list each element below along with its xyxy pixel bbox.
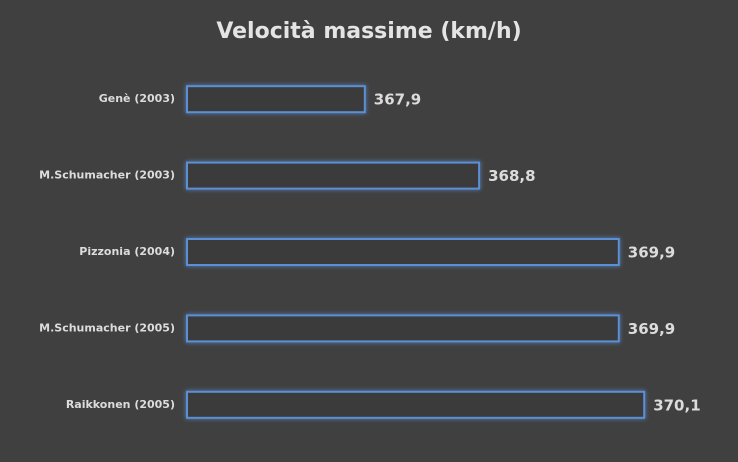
value-label: 369,9 — [628, 320, 675, 338]
value-label: 367,9 — [374, 91, 421, 109]
bar — [186, 314, 620, 343]
y-tick-label: M.Schumacher (2005) — [39, 321, 175, 334]
y-tick-label: Genè (2003) — [99, 92, 175, 105]
y-tick-label: Raikkonen (2005) — [66, 398, 175, 411]
value-label: 370,1 — [653, 396, 700, 414]
bar — [186, 390, 646, 419]
bar — [186, 85, 366, 114]
y-tick-label: M.Schumacher (2003) — [39, 169, 175, 182]
value-label: 368,8 — [488, 167, 535, 185]
chart-title: Velocità massime (km/h) — [216, 19, 521, 44]
value-label: 369,9 — [628, 244, 675, 262]
bar — [186, 161, 481, 190]
bar — [186, 238, 620, 266]
y-tick-label: Pizzonia (2004) — [79, 245, 175, 258]
